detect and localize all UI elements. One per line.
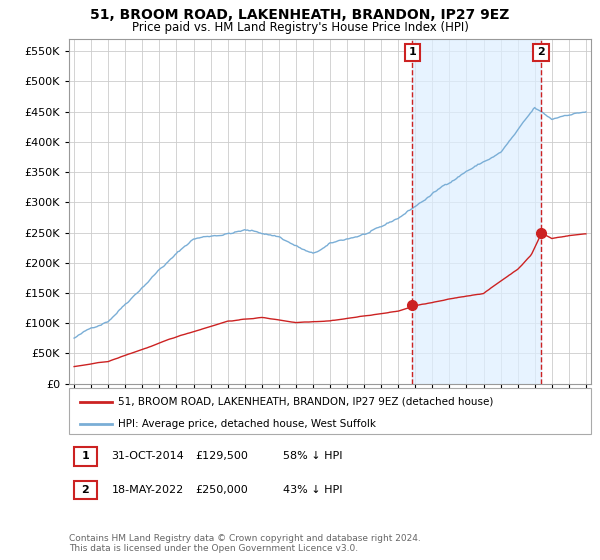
Text: Price paid vs. HM Land Registry's House Price Index (HPI): Price paid vs. HM Land Registry's House … [131, 21, 469, 34]
Text: 58% ↓ HPI: 58% ↓ HPI [283, 451, 342, 461]
Text: 1: 1 [82, 451, 89, 461]
Text: 51, BROOM ROAD, LAKENHEATH, BRANDON, IP27 9EZ (detached house): 51, BROOM ROAD, LAKENHEATH, BRANDON, IP2… [118, 397, 494, 407]
Text: 31-OCT-2014: 31-OCT-2014 [112, 451, 184, 461]
Text: Contains HM Land Registry data © Crown copyright and database right 2024.
This d: Contains HM Land Registry data © Crown c… [69, 534, 421, 553]
Text: 1: 1 [409, 48, 416, 58]
Text: £250,000: £250,000 [196, 485, 248, 495]
Text: 18-MAY-2022: 18-MAY-2022 [112, 485, 184, 495]
Text: 51, BROOM ROAD, LAKENHEATH, BRANDON, IP27 9EZ: 51, BROOM ROAD, LAKENHEATH, BRANDON, IP2… [91, 8, 509, 22]
Text: 43% ↓ HPI: 43% ↓ HPI [283, 485, 342, 495]
Text: HPI: Average price, detached house, West Suffolk: HPI: Average price, detached house, West… [118, 419, 376, 429]
Text: 2: 2 [537, 48, 545, 58]
Text: £129,500: £129,500 [196, 451, 248, 461]
Bar [412, 39, 541, 384]
Text: 2: 2 [82, 485, 89, 495]
